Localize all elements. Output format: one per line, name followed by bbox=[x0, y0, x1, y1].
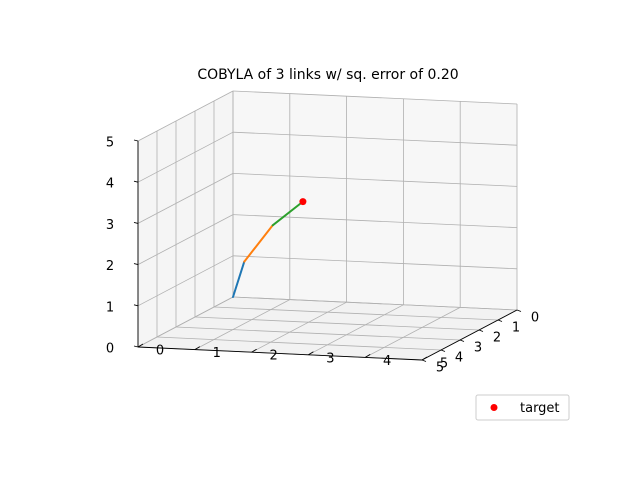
z-tick-label: 3 bbox=[106, 218, 114, 233]
gridline-z-left-wall bbox=[137, 255, 234, 307]
x-tick-label: 0 bbox=[531, 311, 539, 326]
pane-back-right bbox=[232, 90, 518, 311]
back-right-pane bbox=[232, 90, 518, 311]
series-lines bbox=[232, 200, 304, 298]
x-tick-mark bbox=[440, 349, 446, 352]
z-tick-mark bbox=[133, 345, 139, 348]
gridline-y-floor bbox=[365, 307, 461, 358]
gridline-z-left-wall bbox=[137, 131, 234, 183]
y-tick-label: 4 bbox=[383, 354, 391, 369]
gridline-y-floor bbox=[194, 299, 290, 350]
target-marker bbox=[299, 198, 307, 206]
gridline-z-right-wall bbox=[232, 255, 518, 270]
gridline-x-floor bbox=[175, 326, 461, 341]
y-tick-mark bbox=[137, 343, 144, 348]
grid-lines bbox=[137, 90, 518, 361]
y-axis-line bbox=[137, 346, 423, 361]
y-tick-mark bbox=[251, 348, 257, 353]
target-marker-group bbox=[299, 198, 307, 206]
y-tick-label: 2 bbox=[269, 349, 277, 364]
x-tick-mark bbox=[516, 309, 522, 312]
gridline-x-floor bbox=[156, 336, 442, 351]
gridline-z-right-wall bbox=[232, 214, 518, 228]
gridline-x-floor bbox=[213, 306, 499, 321]
x-tick-label: 1 bbox=[512, 321, 520, 336]
y-tick-label: 0 bbox=[156, 344, 164, 359]
legend-box bbox=[475, 394, 570, 421]
x-tick-mark bbox=[478, 329, 484, 332]
z-tick-mark bbox=[133, 304, 139, 307]
link-segment-2 bbox=[243, 224, 274, 263]
x-tick-label: 4 bbox=[455, 351, 463, 366]
x-tick-mark bbox=[497, 319, 503, 322]
z-tick-mark bbox=[133, 180, 139, 183]
y-tick-mark bbox=[421, 356, 428, 361]
legend: target bbox=[475, 394, 570, 421]
z-tick-label: 1 bbox=[106, 300, 114, 315]
z-tick-mark bbox=[133, 139, 139, 142]
chart-title: COBYLA of 3 links w/ sq. error of 0.20 bbox=[197, 67, 458, 83]
x-tick-mark bbox=[421, 359, 427, 362]
legend-target-label: target bbox=[520, 401, 560, 416]
gridline-z-left-wall bbox=[137, 214, 234, 265]
y-tick-label: 5 bbox=[440, 357, 448, 372]
z-tick-label: 0 bbox=[106, 342, 114, 357]
gridline-z-right-wall bbox=[232, 131, 518, 146]
gridline-z-right-wall bbox=[232, 296, 518, 311]
gridline-z-left-wall bbox=[137, 90, 234, 142]
gridline-y-floor bbox=[251, 301, 347, 353]
gridline-x-floor bbox=[194, 316, 480, 331]
axis-lines bbox=[133, 139, 522, 362]
x-tick-label: 3 bbox=[474, 341, 482, 356]
gridline-z-left-wall bbox=[137, 173, 234, 224]
z-tick-mark bbox=[133, 221, 139, 224]
y-tick-mark bbox=[364, 354, 371, 358]
x-tick-label: 2 bbox=[493, 331, 501, 346]
gridline-z-left-wall bbox=[137, 296, 234, 348]
gridline-z-right-wall bbox=[232, 90, 518, 105]
x-tick-label: 5 bbox=[436, 361, 444, 376]
z-tick-label: 2 bbox=[106, 259, 114, 274]
y-tick-label: 3 bbox=[326, 351, 334, 366]
x-axis-line bbox=[421, 309, 518, 361]
z-tick-mark bbox=[133, 263, 139, 266]
gridline-y-floor bbox=[308, 304, 404, 356]
y-tick-mark bbox=[308, 351, 314, 356]
z-tick-label: 4 bbox=[106, 177, 114, 192]
z-tick-label: 5 bbox=[106, 136, 114, 151]
legend-target-marker bbox=[490, 404, 498, 411]
y-tick-mark bbox=[194, 346, 201, 350]
gridline-z-right-wall bbox=[232, 173, 518, 187]
x-tick-mark bbox=[459, 339, 465, 342]
link-segment-3 bbox=[271, 200, 304, 227]
y-tick-label: 1 bbox=[213, 346, 221, 361]
link-segment-1 bbox=[232, 260, 246, 298]
